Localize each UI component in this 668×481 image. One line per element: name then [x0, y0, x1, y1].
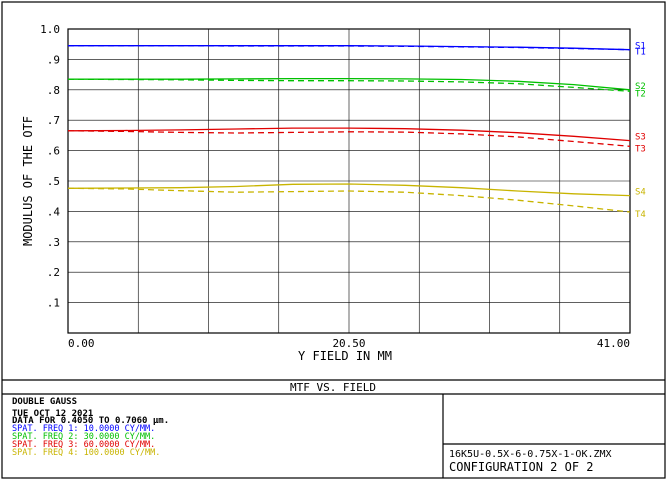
y-tick-label: .1 [47, 297, 60, 310]
series-label-t4: T4 [635, 210, 646, 220]
x-tick-label: 20.50 [332, 337, 365, 350]
y-tick-labels: 1.0 .9 .8 .7 .6 .5 .4 .3 .2 .1 [40, 23, 60, 310]
x-axis-label: Y FIELD IN MM [298, 349, 392, 363]
plot-area: 1.0.9.8.7.6.5.4.3.2.1 0.00 20.50 41.00 S1T… [21, 23, 646, 363]
series-line-t2 [67, 78, 631, 92]
freq-4-text: SPAT. FREQ 4: 100.0000 CY/MM. [12, 448, 160, 458]
y-axis-label: MODULUS OF THE OTF [21, 116, 35, 246]
series-line-s3 [67, 127, 631, 142]
freq-3-text: SPAT. FREQ 3: 60.0000 CY/MM. [12, 440, 155, 450]
series-label-s2: S2 [635, 82, 646, 92]
series-line-s4 [67, 183, 631, 197]
y-tick-label: .6 [47, 145, 60, 158]
series-label-s3: S3 [635, 133, 646, 143]
x-tick-label: 0.00 [68, 337, 95, 350]
series-line-t3 [67, 130, 631, 147]
grid-lines [68, 29, 630, 333]
x-tick-labels: 0.00 20.50 41.00 [68, 337, 630, 350]
y-tick-label: .5 [47, 175, 60, 188]
info-title: MTF VS. FIELD [290, 381, 376, 394]
series-label-t1: T1 [635, 48, 646, 58]
series-label-s1: S1 [635, 42, 646, 52]
y-tick-label: .3 [47, 236, 60, 249]
x-tick-label: 41.00 [597, 337, 630, 350]
lens-name: DOUBLE GAUSS [12, 397, 77, 407]
wavelength-range: DATA FOR 0.4050 TO 0.7060 μm. [12, 416, 169, 426]
y-tick-label: .8 [47, 84, 60, 97]
y-tick-label: .2 [47, 266, 60, 279]
y-tick-label: .4 [47, 205, 61, 218]
series-label-s4: S4 [635, 188, 646, 198]
y-tick-label: .9 [47, 53, 60, 66]
series-label-t2: T2 [635, 89, 646, 99]
freq-2-text: SPAT. FREQ 2: 30.0000 CY/MM. [12, 432, 155, 442]
y-tick-label: 1.0 [40, 23, 60, 36]
date-text: TUE OCT 12 2021 [12, 409, 93, 419]
info-block: MTF VS. FIELD DOUBLE GAUSS TUE OCT 12 20… [2, 379, 665, 478]
data-series [67, 45, 631, 213]
series-label-t3: T3 [635, 144, 646, 154]
series-line-t4 [67, 187, 631, 213]
y-tick-label: .7 [47, 114, 60, 127]
series-line-t1 [68, 45, 631, 51]
configuration-text: CONFIGURATION 2 OF 2 [449, 460, 594, 474]
freq-1-text: SPAT. FREQ 1: 10.0000 CY/MM. [12, 424, 155, 434]
file-name: 16K5U-0.5X-6-0.75X-1-OK.ZMX [449, 449, 612, 460]
